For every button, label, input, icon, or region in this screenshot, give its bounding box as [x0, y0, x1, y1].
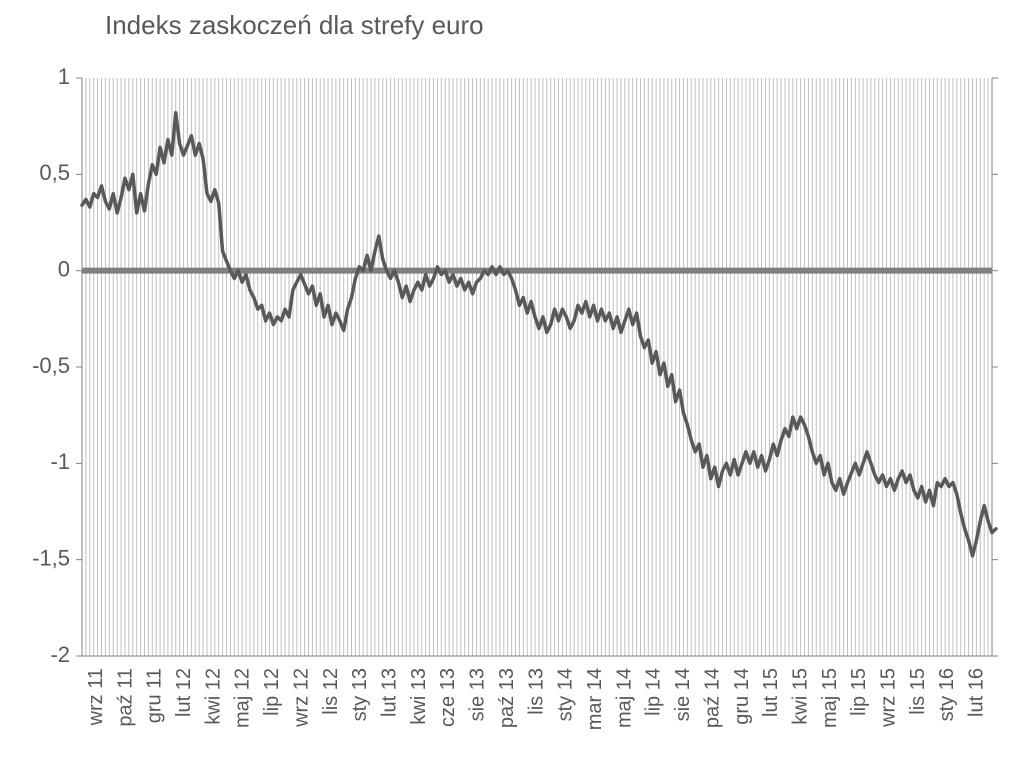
svg-text:lip 12: lip 12	[261, 668, 283, 716]
svg-text:gru 11: gru 11	[144, 668, 166, 723]
svg-text:kwi 12: kwi 12	[202, 668, 224, 725]
svg-text:wrz 11: wrz 11	[85, 668, 107, 726]
svg-text:paź 14: paź 14	[701, 668, 723, 728]
svg-text:sty 14: sty 14	[555, 668, 577, 721]
x-axis: wrz 11 paź 11 gru 11 lut 12 kwi 12 maj 12 lip …	[85, 668, 988, 730]
svg-text:lis 15: lis 15	[907, 668, 929, 715]
svg-text:sty 16: sty 16	[936, 668, 958, 721]
svg-text:-1: -1	[50, 449, 70, 474]
svg-text:cze 13: cze 13	[437, 668, 459, 727]
svg-text:-2: -2	[50, 642, 70, 667]
svg-text:lip 15: lip 15	[848, 668, 870, 716]
svg-text:lis 12: lis 12	[320, 668, 342, 715]
svg-text:lut 12: lut 12	[173, 668, 195, 717]
svg-text:paź 13: paź 13	[496, 668, 518, 728]
svg-text:wrz 15: wrz 15	[878, 668, 900, 728]
svg-text:lis 13: lis 13	[525, 668, 547, 715]
svg-text:lut 15: lut 15	[760, 668, 782, 717]
svg-text:0: 0	[58, 256, 70, 281]
surprise-index-chart: -2 -1,5 -1 -0,5 0 0,5 1 wrz 11 paź 11 gru 11 lut 1…	[0, 0, 1023, 763]
svg-text:paź 11: paź 11	[114, 668, 136, 727]
svg-text:lip 14: lip 14	[643, 668, 665, 716]
chart-title: Indeks zaskoczeń dla strefy euro	[105, 10, 484, 41]
svg-text:0,5: 0,5	[39, 160, 70, 185]
svg-text:lut 16: lut 16	[966, 668, 988, 717]
svg-text:wrz 12: wrz 12	[290, 668, 312, 728]
svg-text:-0,5: -0,5	[32, 353, 70, 378]
svg-text:mar 14: mar 14	[584, 668, 606, 730]
svg-text:1: 1	[58, 64, 70, 89]
svg-text:sty 13: sty 13	[349, 668, 371, 721]
svg-text:maj 14: maj 14	[613, 668, 635, 728]
svg-text:gru 14: gru 14	[731, 668, 753, 725]
svg-text:sie 13: sie 13	[467, 668, 489, 721]
svg-text:maj 15: maj 15	[819, 668, 841, 728]
grid	[82, 78, 992, 656]
svg-text:kwi 13: kwi 13	[408, 668, 430, 725]
svg-text:sie 14: sie 14	[672, 668, 694, 721]
svg-text:maj 12: maj 12	[232, 668, 254, 728]
svg-text:-1,5: -1,5	[32, 545, 70, 570]
svg-text:lut 13: lut 13	[379, 668, 401, 717]
svg-text:kwi 15: kwi 15	[789, 668, 811, 725]
